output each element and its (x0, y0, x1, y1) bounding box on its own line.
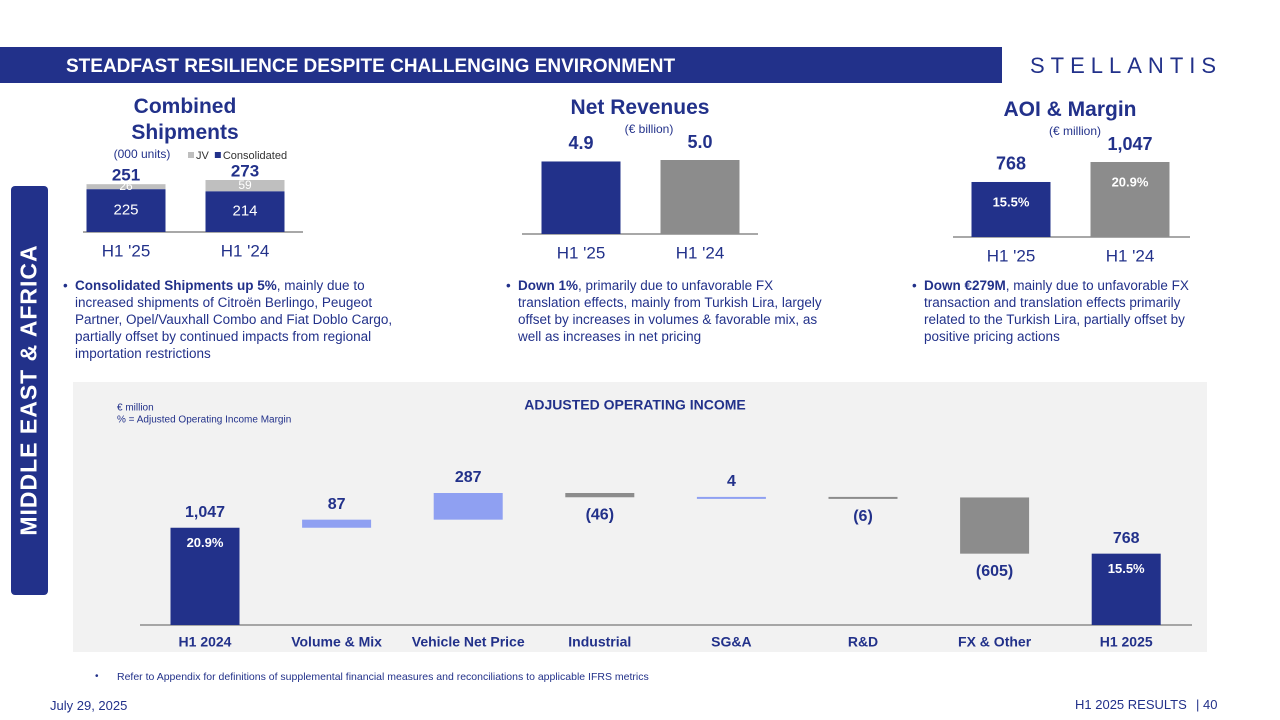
margin-label: 15.5% (1108, 561, 1145, 576)
bullet-text: , mainly due to unfavorable FX transacti… (924, 278, 1189, 344)
bullet-bold: Consolidated Shipments up 5% (75, 278, 277, 293)
margin-label: 15.5% (993, 194, 1030, 209)
value-label: (6) (853, 508, 873, 525)
bar (1091, 553, 1161, 625)
chart-subtitle: (€ billion) (625, 122, 674, 136)
chart-title: Net Revenues (570, 96, 710, 119)
value-label: 1,047 (185, 504, 225, 521)
header-bar (0, 47, 1002, 83)
bar (660, 160, 740, 234)
x-tick-label: H1 '25 (102, 241, 151, 260)
x-tick-label: SG&A (711, 634, 751, 650)
x-tick-label: H1 '24 (221, 241, 270, 260)
chart-subtitle: (000 units) (114, 147, 171, 161)
segment-label: 225 (113, 202, 138, 219)
value-label: 768 (1113, 530, 1140, 547)
legend-label: JV (196, 150, 210, 162)
bullet-text: , mainly due to increased shipments of C… (75, 278, 393, 361)
bar (565, 493, 635, 498)
value-label: 1,047 (1107, 134, 1152, 154)
bullet-bold: Down €279M (924, 278, 1006, 293)
bar-segment (86, 184, 166, 190)
value-label: 4 (727, 473, 736, 490)
legend-label: Consolidated (223, 150, 287, 162)
chart-subtitle: (€ million) (1049, 124, 1101, 138)
bullet: Down €279M, mainly due to unfavorable FX… (912, 277, 1224, 345)
total-label: 251 (112, 166, 140, 185)
margin-label: 20.9% (187, 535, 224, 550)
x-tick-label: H1 2024 (179, 634, 232, 650)
x-tick-label: H1 '25 (557, 243, 606, 262)
bar (433, 493, 503, 520)
x-tick-label: Volume & Mix (291, 634, 382, 650)
bar (696, 496, 766, 499)
footer-page: | 40 (1196, 697, 1218, 712)
total-label: 273 (231, 161, 259, 180)
segment-label: 214 (232, 203, 257, 220)
side-tab (11, 186, 48, 595)
bar-segment (205, 180, 285, 192)
margin-label: 20.9% (1112, 174, 1149, 189)
legend-swatch (188, 152, 194, 158)
legend-swatch (214, 152, 221, 158)
value-label: 87 (328, 496, 346, 513)
bar (971, 181, 1051, 237)
bullet-text: , primarily due to unfavorable FX transl… (518, 278, 822, 344)
segment-label: 26 (119, 179, 133, 193)
x-tick-label: H1 '24 (676, 243, 725, 262)
value-label: (605) (976, 563, 1013, 580)
value-label: (46) (586, 506, 614, 523)
bar-segment (86, 189, 166, 232)
bar-segment (205, 191, 285, 232)
value-label: 5.0 (687, 132, 712, 152)
x-tick-label: Industrial (568, 634, 631, 650)
x-tick-label: FX & Other (958, 634, 1032, 650)
chart-title: ADJUSTED OPERATING INCOME (524, 397, 745, 413)
value-label: 4.9 (568, 133, 593, 153)
bullet: Consolidated Shipments up 5%, mainly due… (63, 277, 395, 362)
x-tick-label: H1 '24 (1106, 246, 1155, 265)
chart-note: % = Adjusted Operating Income Margin (117, 415, 291, 426)
chart-title: Combined Shipments (131, 95, 239, 144)
x-tick-label: H1 2025 (1100, 634, 1153, 650)
bar (960, 497, 1030, 554)
x-tick-label: H1 '25 (987, 246, 1036, 265)
header-title: STEADFAST RESILIENCE DESPITE CHALLENGING… (66, 56, 676, 77)
segment-label: 59 (238, 178, 252, 192)
logo: STELLANTIS (1030, 53, 1223, 78)
footer-date: July 29, 2025 (50, 698, 128, 713)
value-label: 287 (455, 469, 482, 486)
bar (1090, 162, 1170, 237)
x-tick-label: R&D (848, 634, 878, 650)
bar (541, 161, 621, 234)
value-label: 768 (996, 154, 1026, 174)
bullet: Down 1%, primarily due to unfavorable FX… (506, 277, 838, 345)
x-tick-label: Vehicle Net Price (412, 634, 525, 650)
footnote: Refer to Appendix for definitions of sup… (117, 671, 649, 683)
chart-title: AOI & Margin (1003, 98, 1137, 121)
chart-note: € million (117, 403, 154, 414)
bar (828, 496, 898, 499)
bar (170, 527, 240, 625)
footnote-bullet: • (95, 671, 99, 682)
footer-report: H1 2025 RESULTS (1075, 697, 1187, 712)
bar (302, 519, 372, 528)
bullet-bold: Down 1% (518, 278, 579, 293)
